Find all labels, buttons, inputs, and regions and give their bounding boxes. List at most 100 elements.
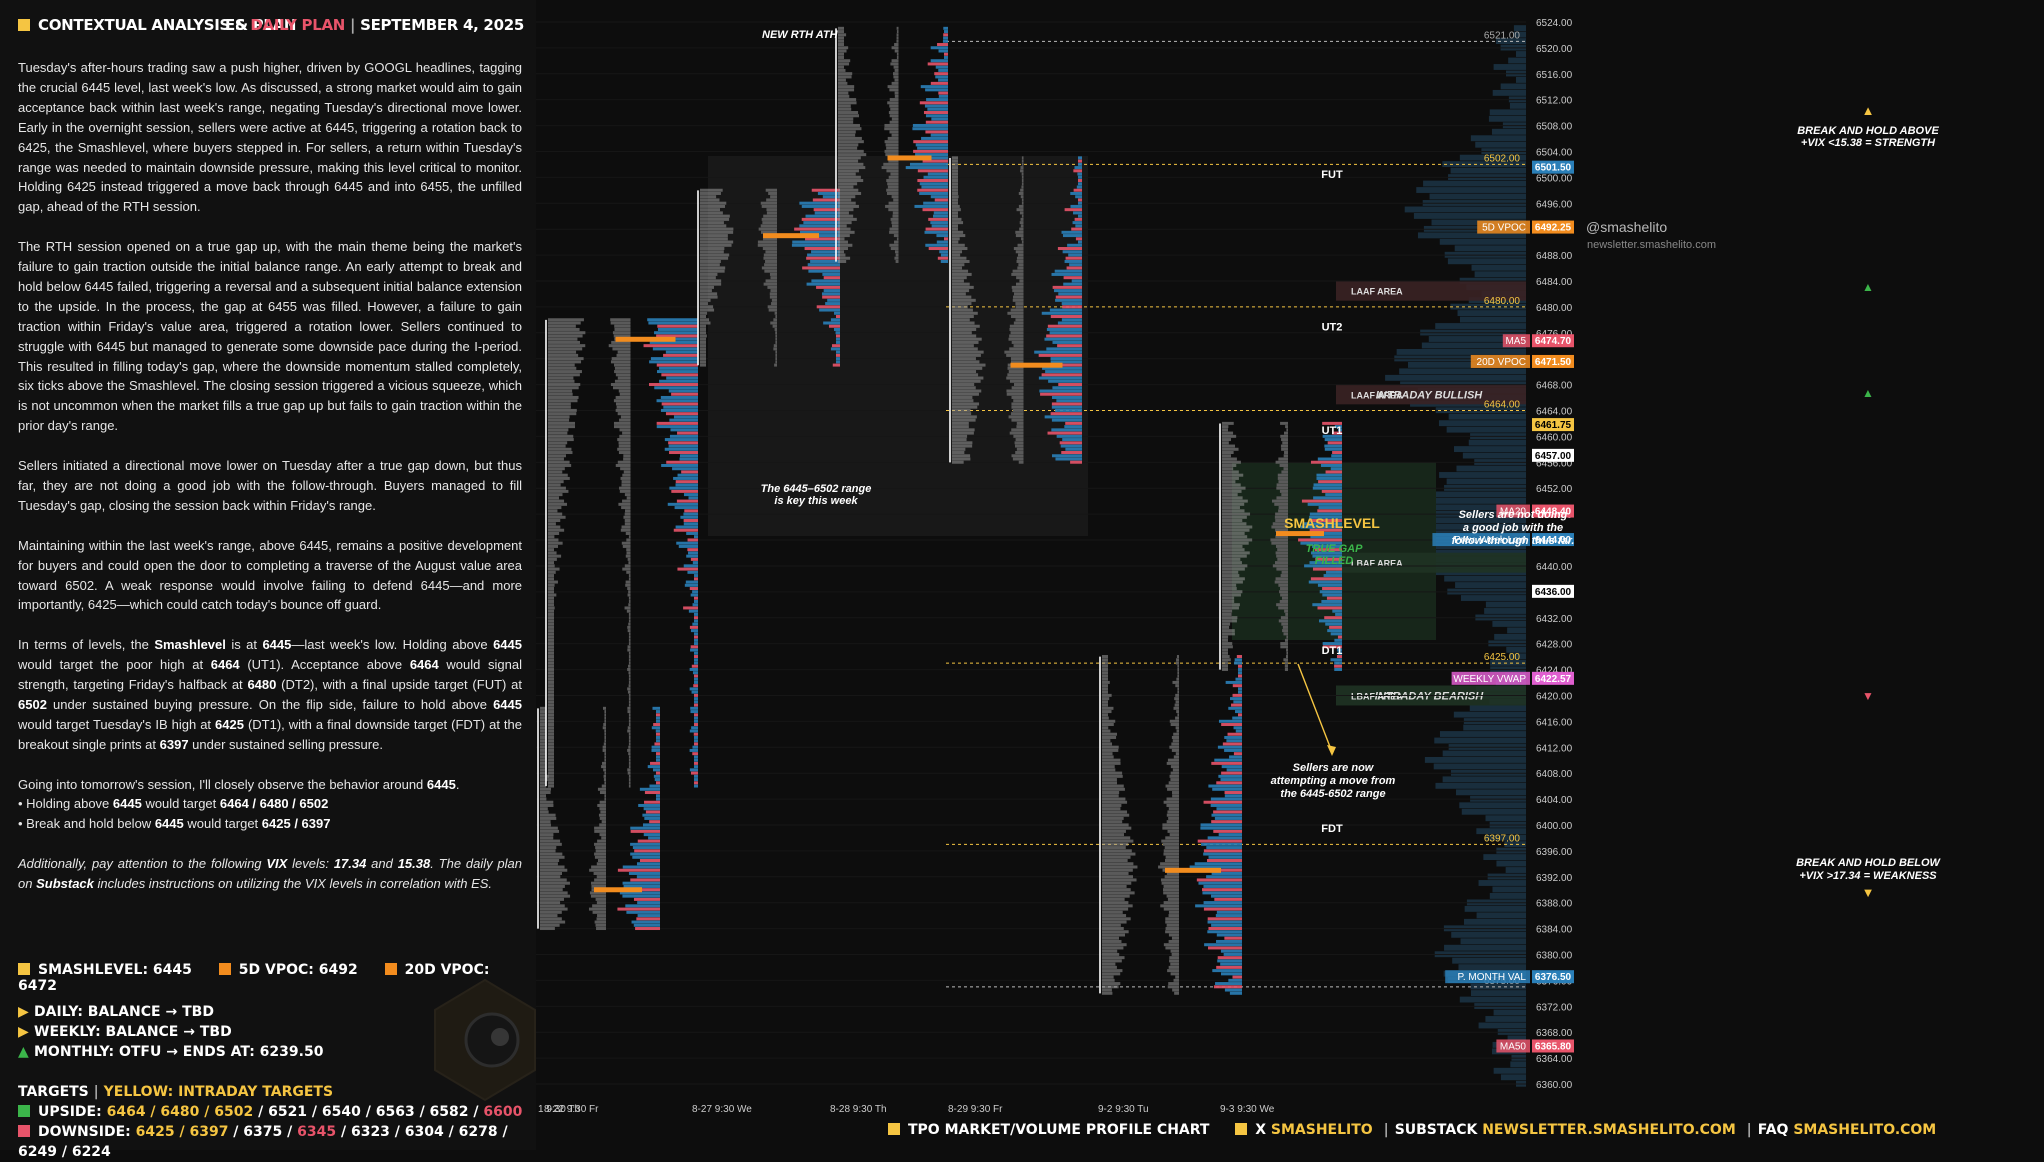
volume-core bbox=[1165, 927, 1179, 931]
tpo-row bbox=[548, 522, 556, 526]
volume-core bbox=[1012, 289, 1024, 293]
square-icon bbox=[1235, 1123, 1248, 1135]
volume-row bbox=[694, 781, 698, 785]
volume-bar bbox=[1434, 737, 1526, 744]
tpo-row bbox=[540, 742, 546, 746]
volume-core bbox=[615, 395, 631, 399]
volume-row bbox=[819, 308, 840, 312]
volume-core bbox=[884, 127, 899, 131]
volume-core bbox=[1167, 985, 1179, 989]
tpo-row bbox=[1102, 768, 1116, 772]
footer-x-handle[interactable]: SMASHELITO bbox=[1270, 1122, 1373, 1138]
volume-row bbox=[1208, 784, 1242, 788]
volume-row bbox=[1196, 878, 1242, 882]
volume-core bbox=[1017, 253, 1024, 257]
volume-row bbox=[1211, 813, 1242, 817]
volume-row bbox=[687, 570, 698, 574]
volume-bar bbox=[1493, 1067, 1526, 1074]
volume-core bbox=[628, 778, 631, 782]
tpo-row bbox=[952, 279, 964, 283]
volume-core bbox=[761, 204, 777, 208]
volume-row bbox=[930, 133, 948, 137]
volume-row bbox=[1051, 418, 1082, 422]
tpo-row bbox=[548, 716, 554, 720]
tpo-row bbox=[1102, 884, 1127, 888]
volume-core bbox=[624, 522, 631, 526]
volume-core bbox=[1286, 648, 1288, 652]
footer-faq-link[interactable]: SMASHELITO.COM bbox=[1793, 1122, 1937, 1138]
volume-core bbox=[623, 454, 631, 458]
volume-row bbox=[1218, 719, 1242, 723]
volume-row bbox=[834, 327, 840, 331]
tpo-row bbox=[548, 383, 581, 387]
volume-core bbox=[893, 65, 899, 69]
tpo-row bbox=[838, 143, 859, 147]
volume-row bbox=[792, 240, 840, 244]
tpo-row bbox=[1222, 431, 1234, 435]
volume-core bbox=[628, 693, 631, 697]
volume-bar bbox=[1460, 938, 1526, 945]
tpo-row bbox=[700, 276, 716, 280]
volume-core bbox=[1281, 447, 1288, 451]
y-tick-label: 6408.00 bbox=[1536, 769, 1573, 780]
volume-row bbox=[1215, 914, 1242, 918]
volume-core bbox=[625, 583, 631, 587]
tpo-row bbox=[1102, 894, 1130, 898]
tpo-row bbox=[838, 123, 860, 127]
volume-core bbox=[890, 62, 899, 66]
volume-row bbox=[1206, 859, 1242, 863]
tpo-row bbox=[952, 344, 974, 348]
volume-core bbox=[597, 787, 606, 791]
tpo-row bbox=[700, 221, 724, 225]
volume-core bbox=[1167, 969, 1179, 973]
site-watermark: newsletter.smashelito.com bbox=[1587, 239, 1716, 251]
volume-row bbox=[1218, 833, 1242, 837]
volume-row bbox=[694, 651, 698, 655]
tpo-row bbox=[1102, 952, 1120, 956]
tpo-row bbox=[1222, 493, 1238, 497]
tpo-row bbox=[1102, 781, 1118, 785]
tpo-row bbox=[540, 729, 546, 733]
tpo-row bbox=[548, 638, 554, 642]
volume-core bbox=[628, 655, 631, 659]
tpo-row bbox=[1102, 846, 1126, 850]
tpo-row bbox=[838, 133, 856, 137]
break-below-vix: +VIX >17.34 = WEAKNESS bbox=[1799, 870, 1937, 882]
volume-bar bbox=[1491, 128, 1526, 135]
volume-row bbox=[1324, 616, 1342, 620]
poc-bar bbox=[615, 336, 676, 342]
tpo-row bbox=[952, 357, 976, 361]
volume-core bbox=[1275, 528, 1288, 532]
volume-core bbox=[1280, 642, 1288, 646]
tpo-row bbox=[1102, 735, 1117, 739]
volume-row bbox=[656, 732, 660, 736]
volume-core bbox=[1160, 904, 1179, 908]
volume-core bbox=[1280, 593, 1288, 597]
volume-row bbox=[921, 185, 948, 189]
tpo-row bbox=[548, 415, 570, 419]
volume-row bbox=[694, 574, 698, 578]
attempt-note-2: attempting a move from bbox=[1271, 775, 1396, 787]
tpo-row bbox=[548, 661, 554, 665]
volume-core bbox=[588, 907, 606, 911]
volume-core bbox=[1173, 978, 1179, 982]
volume-row bbox=[661, 463, 698, 467]
tpo-row bbox=[952, 208, 961, 212]
sellers-note-3: follow-through thus far. bbox=[1452, 535, 1575, 547]
volume-core bbox=[887, 85, 899, 89]
volume-bar bbox=[1442, 750, 1526, 757]
tpo-row bbox=[1222, 486, 1246, 490]
volume-core bbox=[765, 259, 777, 263]
volume-row bbox=[1050, 315, 1082, 319]
triangle-right-icon: ▶ bbox=[18, 1024, 29, 1040]
volume-core bbox=[1011, 395, 1024, 399]
volume-bar bbox=[1506, 646, 1526, 653]
volume-row bbox=[816, 285, 840, 289]
area-bias-label: INTRADAY BEARISH bbox=[1375, 690, 1484, 702]
tpo-row bbox=[540, 859, 560, 863]
tpo-row bbox=[838, 107, 852, 111]
volume-core bbox=[775, 331, 777, 335]
volume-row bbox=[1224, 735, 1242, 739]
volume-row bbox=[1224, 791, 1242, 795]
footer-substack-link[interactable]: NEWSLETTER.SMASHELITO.COM bbox=[1482, 1122, 1736, 1138]
